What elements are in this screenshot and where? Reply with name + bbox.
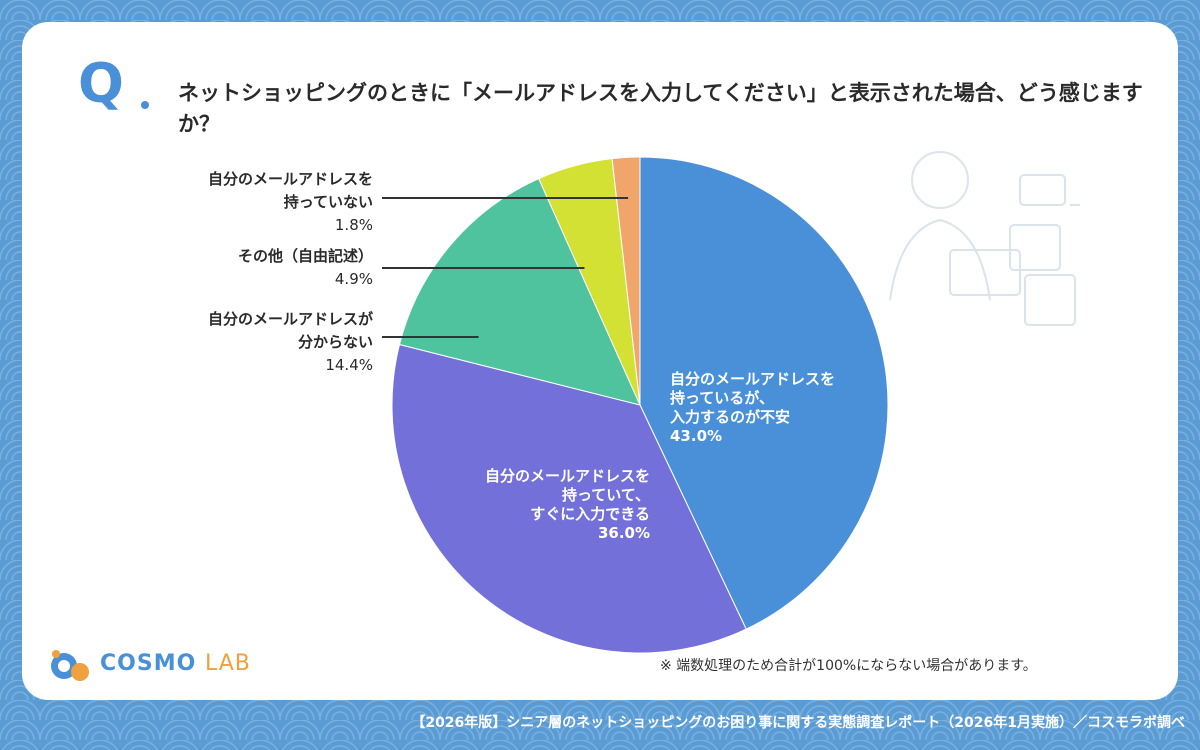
label-unknown-email: 自分のメールアドレスが 分からない 14.4% <box>207 310 373 374</box>
slice-unknown-email <box>398 177 641 406</box>
label-other: その他（自由記述） 4.9% <box>237 247 373 288</box>
slice-has-email-anxious <box>639 156 889 630</box>
question-mark-dot <box>141 101 149 109</box>
footer-source: 【2026年版】シニア層のネットショッピングのお困り事に関する実態調査レポート（… <box>411 715 1185 731</box>
question-text: ネットショッピングのときに「メールアドレスを入力してください」と表示された場合、… <box>178 81 1143 136</box>
cosmo-lab-logo-icon <box>51 650 89 681</box>
question-mark: Q <box>78 52 126 115</box>
senior-at-laptop-illustration <box>889 151 1080 326</box>
label-has-email-anxious: 自分のメールアドレスを 持っているが、 入力するのが不安 43.0% <box>670 370 836 445</box>
rounding-note: ※ 端数処理のため合計が100%にならない場合があります。 <box>660 658 1037 674</box>
slice-no-email <box>611 156 641 406</box>
label-no-email: 自分のメールアドレスを 持っていない 1.8% <box>207 170 373 234</box>
logo-wordmark: COSMO LAB <box>100 651 251 676</box>
slice-has-email-ok <box>391 343 747 654</box>
label-has-email-ok: 自分のメールアドレスを 持っていて、 すぐに入力できる 36.0% <box>484 467 650 542</box>
